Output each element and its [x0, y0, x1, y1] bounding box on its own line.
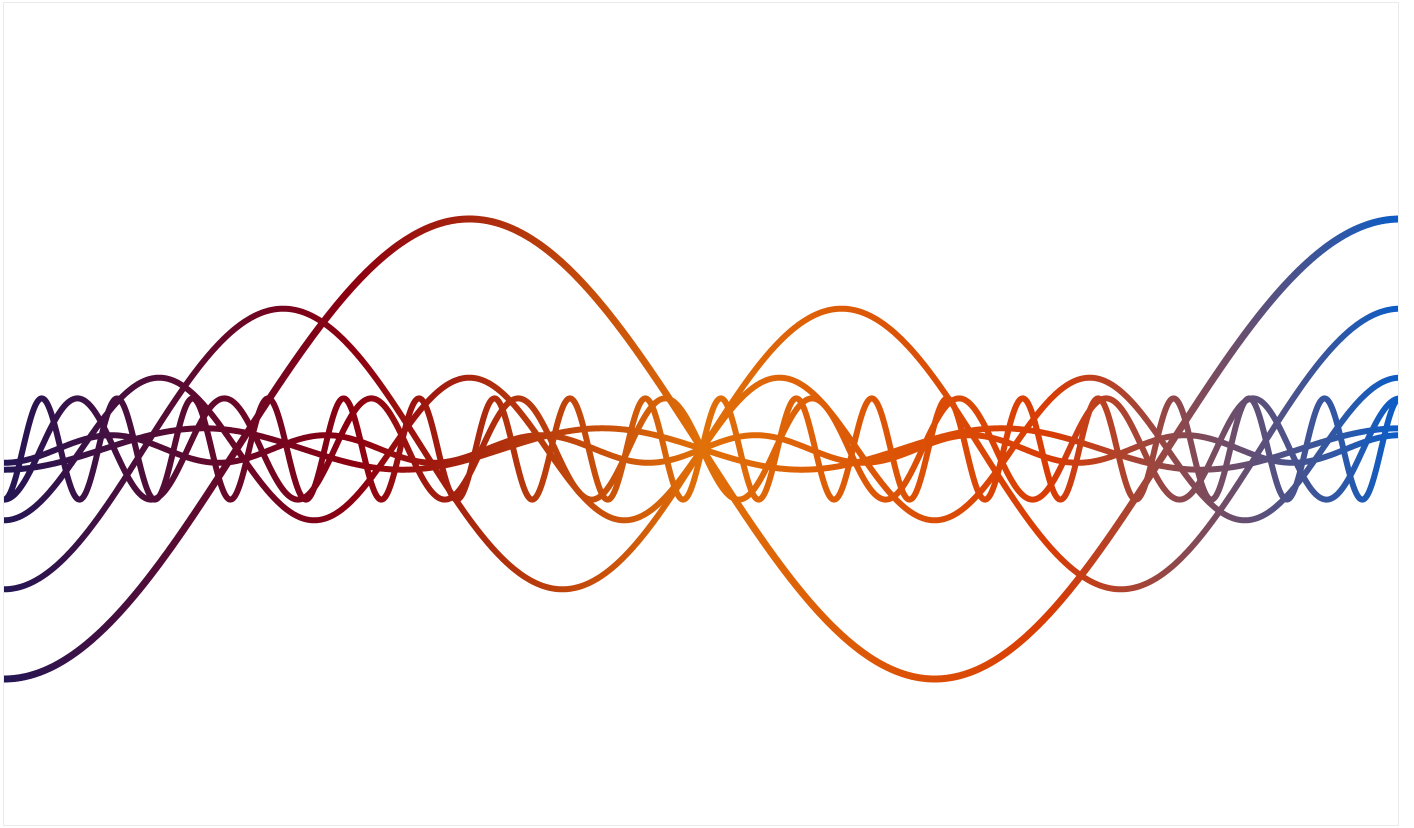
wave-7	[4, 432, 1398, 466]
artwork-canvas	[3, 2, 1399, 826]
waves-group	[4, 215, 1398, 683]
sine-waves-illustration	[4, 215, 1398, 683]
